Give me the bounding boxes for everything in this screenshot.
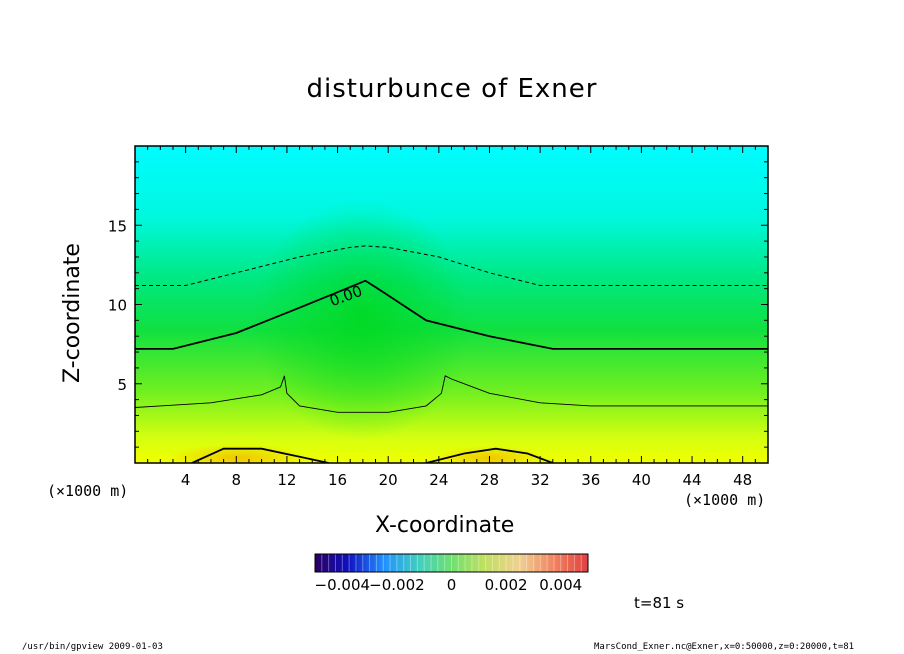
x-tick-label: 24 (429, 471, 448, 489)
x-tick-label: 32 (531, 471, 550, 489)
x-tick-label: 36 (581, 471, 600, 489)
contour-negative-bump-right (425, 447, 554, 463)
colorbar-tick-label: −0.002 (369, 576, 425, 594)
y-tick-label: 10 (108, 297, 127, 315)
y-tick-label: 5 (117, 376, 127, 394)
x-tick-label: 40 (632, 471, 651, 489)
contour-lines (135, 245, 768, 463)
footer-right: MarsCond_Exner.nc@Exner,x=0:50000,z=0:20… (594, 642, 855, 652)
contour-0.00 (135, 279, 768, 350)
y-tick-label: 15 (108, 217, 127, 235)
colorbar-gradient (315, 554, 588, 572)
x-tick-label: 4 (181, 471, 191, 489)
footer-left: /usr/bin/gpview 2009-01-03 (22, 642, 163, 652)
x-tick-label: 48 (733, 471, 752, 489)
x-tick-label: 44 (682, 471, 701, 489)
colorbar-tick-label: 0 (447, 576, 457, 594)
time-label: t=81 s (634, 594, 685, 612)
x-unit-label-right: (×1000 m) (684, 491, 766, 509)
x-tick-label: 12 (277, 471, 296, 489)
chart-title: disturbunce of Exner (306, 74, 598, 104)
colorbar-ticks: −0.004 −0.002 0 0.002 0.004 (315, 576, 583, 594)
contour-negative (135, 375, 768, 413)
x-axis-label: X-coordinate (375, 513, 515, 538)
x-tick-label: 8 (232, 471, 242, 489)
colorbar: −0.004 −0.002 0 0.002 0.004 (314, 553, 589, 594)
colorbar-tick-label: 0.004 (539, 576, 582, 594)
x-tick-label: 20 (379, 471, 398, 489)
colorbar-tick-label: 0.002 (485, 576, 528, 594)
colorbar-bands (321, 554, 582, 572)
heatmap-field (135, 146, 768, 463)
contour-positive (135, 245, 768, 286)
x-tick-label: 16 (328, 471, 347, 489)
contour-negative-bump-left (191, 447, 329, 463)
y-axis-label: Z-coordinate (60, 243, 85, 383)
colorbar-frame (314, 553, 589, 573)
colorbar-tick-label: −0.004 (315, 576, 371, 594)
x-unit-label-left: (×1000 m) (47, 482, 129, 500)
x-tick-label: 28 (480, 471, 499, 489)
